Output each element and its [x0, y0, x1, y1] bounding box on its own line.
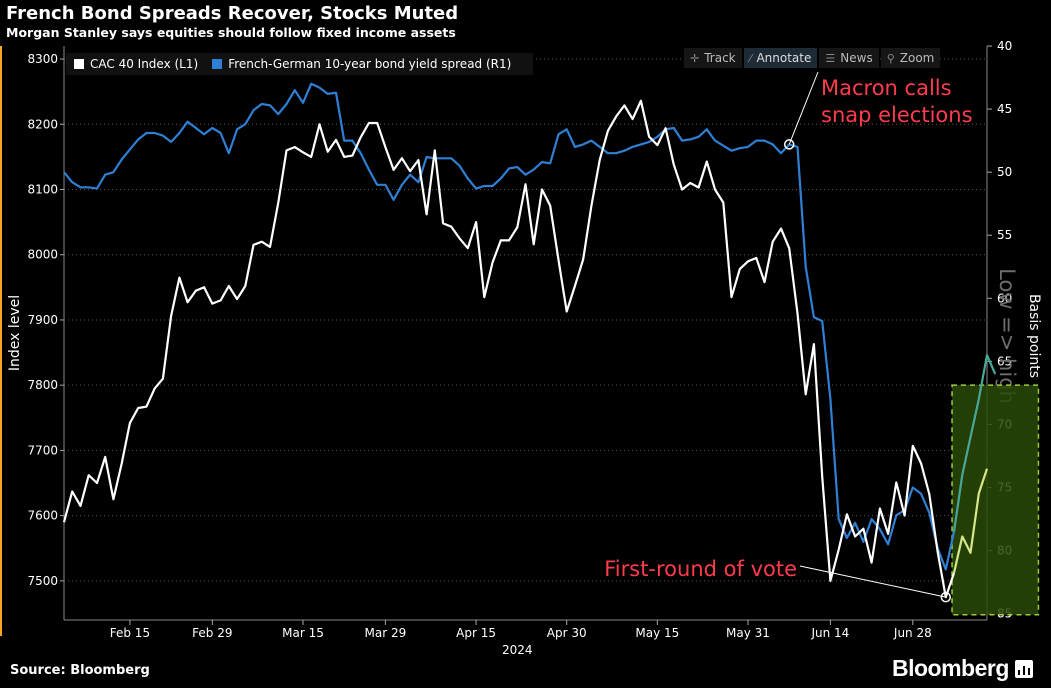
x-axis-year: 2024: [502, 643, 533, 657]
y-right-title: Basis points: [1026, 294, 1042, 378]
annotation-macron-line2: snap elections: [821, 103, 973, 127]
news-button[interactable]: ☰ News: [819, 48, 879, 68]
y-right-tick-55: 55: [997, 228, 1012, 242]
y-left-tick-7800: 7800: [27, 378, 58, 392]
x-tick-0: Feb 15: [110, 626, 150, 640]
legend-item-cac[interactable]: CAC 40 Index (L1): [74, 57, 198, 71]
y-right-tick-45: 45: [997, 102, 1012, 116]
x-tick-3: Mar 29: [365, 626, 407, 640]
zoom-label: Zoom: [899, 51, 935, 65]
spread-line: [63, 82, 956, 571]
spread-line-highlighted: [952, 354, 997, 532]
x-tick-5: Apr 30: [547, 626, 587, 640]
y-left-tick-7900: 7900: [27, 313, 58, 327]
legend: CAC 40 Index (L1) French-German 10-year …: [66, 53, 534, 75]
chart-subtitle: Morgan Stanley says equities should foll…: [6, 25, 456, 40]
cac-line-highlighted: [952, 468, 989, 574]
legend-label-spread: French-German 10-year bond yield spread …: [228, 57, 512, 71]
legend-item-spread[interactable]: French-German 10-year bond yield spread …: [212, 57, 511, 71]
y-right-tick-60: 60: [997, 291, 1012, 305]
highlight-box: [951, 384, 1040, 616]
y-left-tick-8300: 8300: [27, 52, 58, 66]
bar-chart-icon: [1014, 659, 1033, 678]
y-right-tick-65: 65: [997, 354, 1012, 368]
annotate-label: Annotate: [756, 51, 812, 65]
annotation-marker-macron: [783, 139, 795, 150]
y-left-tick-8100: 8100: [27, 183, 58, 197]
y-left-tick-7500: 7500: [27, 574, 58, 588]
brand-text: Bloomberg: [892, 655, 1009, 681]
y-right-tick-50: 50: [997, 165, 1012, 179]
legend-label-cac: CAC 40 Index (L1): [90, 57, 199, 71]
bloomberg-logo: Bloomberg: [892, 655, 1033, 682]
y-left-tick-7600: 7600: [27, 509, 58, 523]
annotation-leader-macron: [788, 71, 819, 145]
y-left-title: Index level: [7, 295, 23, 371]
annotation-marker-vote: [940, 591, 952, 603]
annotation-macron-line1: Macron calls: [821, 76, 952, 100]
y-right-tick-40: 40: [997, 39, 1012, 53]
x-tick-6: May 15: [635, 626, 679, 640]
legend-swatch-cac: [74, 59, 84, 69]
accent-bar: [0, 46, 2, 636]
chart-title: French Bond Spreads Recover, Stocks Mute…: [6, 3, 459, 24]
track-button[interactable]: ✛ Track: [684, 48, 742, 68]
news-icon: ☰: [825, 51, 836, 65]
x-tick-1: Feb 29: [192, 626, 232, 640]
annotate-button[interactable]: ⁄ Annotate: [743, 48, 818, 68]
legend-swatch-spread: [212, 59, 223, 69]
magnifier-icon: ⚲: [886, 51, 895, 65]
x-tick-4: Apr 15: [456, 626, 496, 640]
x-tick-2: Mar 15: [282, 626, 324, 640]
annotation-leader-vote: [799, 565, 946, 598]
y-left-tick-7700: 7700: [27, 443, 58, 457]
x-tick-7: May 31: [726, 626, 770, 640]
y-left-tick-8000: 8000: [27, 248, 58, 262]
news-label: News: [840, 51, 873, 65]
cac-line: [62, 99, 956, 599]
y-left-tick-8200: 8200: [27, 117, 58, 131]
x-tick-9: Jun 28: [893, 626, 932, 640]
x-tick-8: Jun 14: [810, 626, 849, 640]
pencil-icon: ⁄: [749, 51, 752, 65]
zoom-button[interactable]: ⚲ Zoom: [880, 48, 941, 68]
y-right-direction-note: Low => high: [995, 268, 1019, 404]
annotation-vote: First-round of vote: [604, 557, 797, 581]
source-note: Source: Bloomberg: [10, 663, 150, 678]
chart-toolbar: ✛ Track ⁄ Annotate ☰ News ⚲ Zoom: [684, 48, 942, 68]
track-label: Track: [704, 51, 736, 65]
crosshair-icon: ✛: [690, 51, 700, 65]
